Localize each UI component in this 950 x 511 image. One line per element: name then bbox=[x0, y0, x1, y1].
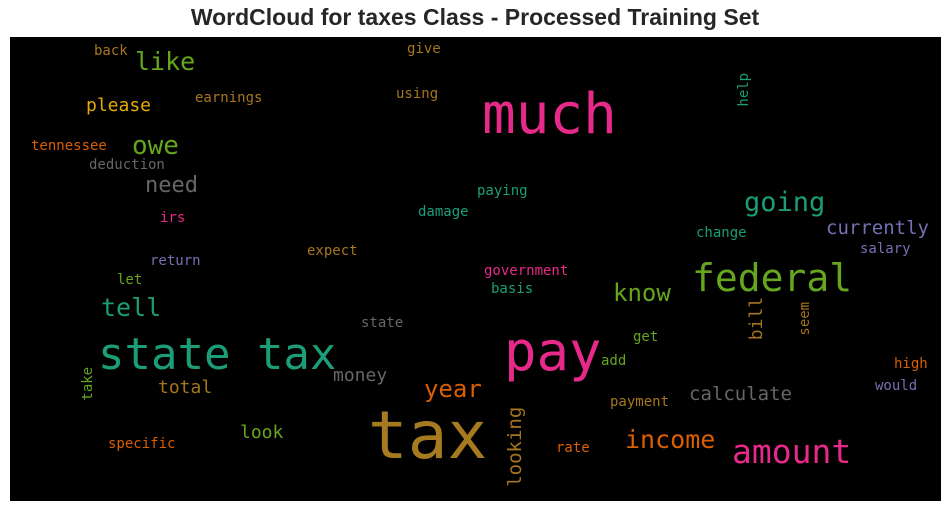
word-federal: federal bbox=[692, 256, 853, 300]
word-total: total bbox=[158, 377, 213, 398]
word-going: going bbox=[744, 187, 826, 218]
word-return: return bbox=[150, 253, 201, 269]
word-change: change bbox=[696, 225, 747, 241]
word-look: look bbox=[240, 422, 284, 443]
word-currently: currently bbox=[826, 217, 929, 239]
chart-title: WordCloud for taxes Class - Processed Tr… bbox=[190, 4, 760, 30]
word-much: much bbox=[482, 82, 617, 147]
word-would: would bbox=[875, 378, 918, 394]
word-basis: basis bbox=[491, 281, 534, 297]
word-let: let bbox=[117, 272, 143, 288]
word-pay: pay bbox=[504, 320, 602, 383]
word-payment: payment bbox=[610, 394, 670, 410]
word-rate: rate bbox=[556, 440, 590, 456]
word-know: know bbox=[613, 279, 671, 307]
word-tell: tell bbox=[101, 293, 162, 322]
word-need: need bbox=[145, 173, 198, 198]
word-seem: seem bbox=[797, 301, 813, 336]
word-add: add bbox=[601, 353, 627, 369]
word-back: back bbox=[94, 43, 128, 59]
word-tax: tax bbox=[368, 397, 488, 474]
word-bill: bill bbox=[746, 296, 767, 341]
word-state-tax: state tax bbox=[98, 329, 337, 380]
word-high: high bbox=[894, 356, 928, 372]
word-expect: expect bbox=[307, 243, 358, 259]
word-salary: salary bbox=[860, 241, 911, 257]
word-year: year bbox=[424, 375, 482, 403]
word-take: take bbox=[80, 366, 96, 401]
word-paying: paying bbox=[477, 183, 528, 199]
word-please: please bbox=[86, 95, 152, 116]
word-government: government bbox=[484, 263, 569, 279]
word-help: help bbox=[736, 72, 752, 107]
word-calculate: calculate bbox=[689, 383, 792, 405]
word-tennessee: tennessee bbox=[31, 138, 107, 154]
word-get: get bbox=[633, 329, 659, 345]
word-like: like bbox=[135, 47, 196, 76]
word-using: using bbox=[396, 86, 439, 102]
word-deduction: deduction bbox=[89, 157, 165, 173]
word-owe: owe bbox=[132, 131, 179, 161]
word-state: state bbox=[361, 315, 404, 331]
word-amount: amount bbox=[732, 432, 852, 471]
word-looking: looking bbox=[504, 406, 526, 487]
wordcloud-canvas: tax much pay state tax federal amount income ow… bbox=[10, 37, 941, 501]
word-give: give bbox=[407, 41, 441, 57]
word-damage: damage bbox=[418, 204, 469, 220]
word-money: money bbox=[333, 365, 388, 386]
word-irs: irs bbox=[160, 210, 186, 226]
word-earnings: earnings bbox=[195, 90, 263, 106]
word-specific: specific bbox=[108, 436, 176, 452]
word-income: income bbox=[625, 425, 716, 454]
